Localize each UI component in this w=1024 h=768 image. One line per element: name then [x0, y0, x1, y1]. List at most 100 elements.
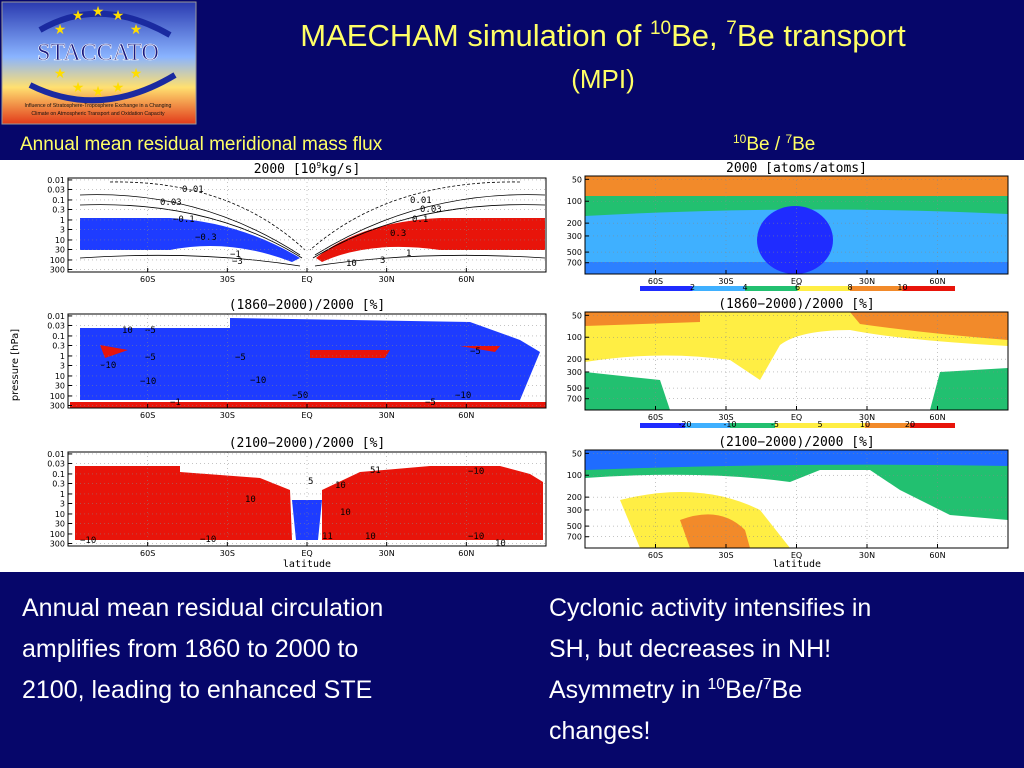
plot-frame	[584, 449, 1009, 549]
y-tick-label: 30	[55, 381, 65, 390]
logo-name: STACCATO	[37, 40, 159, 66]
svg-text:★: ★	[112, 7, 125, 23]
y-tick-label: 3	[60, 361, 65, 370]
contour-label: −1	[230, 250, 241, 260]
y-tick-label: 100	[50, 256, 65, 265]
logo: ★ ★ ★ ★ ★ ★ ★ ★ ★ ★ STACCATO Influence of Stra…	[1, 1, 197, 125]
y-tick-label: 0.01	[47, 450, 65, 459]
colorbar-label: 6	[795, 283, 800, 292]
contour-label: 0.01	[182, 185, 204, 195]
text-line: SH, but decreases in NH!	[549, 635, 831, 663]
x-tick-label: 30S	[718, 551, 733, 560]
x-axis-label: latitude	[773, 559, 821, 570]
y-tick-label: 500	[567, 384, 582, 393]
contour-label: −10	[468, 467, 484, 477]
text-line: Asymmetry in 10Be/7Be	[549, 676, 802, 704]
right-text: Cyclonic activity intensifies in SH, but…	[549, 594, 871, 745]
panel-title: (1860−2000)/2000 [%]	[229, 298, 386, 313]
y-tick-label: 700	[567, 533, 582, 542]
text-line: Annual mean residual circulation	[22, 594, 383, 622]
y-tick-label: 0.3	[52, 205, 65, 214]
svg-text:★: ★	[72, 7, 85, 23]
contour-label: −10	[200, 535, 216, 545]
y-tick-label: 0.01	[47, 312, 65, 321]
x-tick-label: EQ	[301, 275, 312, 284]
colorbar-label: 5	[817, 420, 822, 429]
y-tick-label: 300	[50, 402, 65, 411]
contour-label: −1	[170, 398, 181, 408]
y-tick-label: 0.03	[47, 185, 65, 194]
x-tick-label: 30N	[379, 549, 395, 558]
left-text: Annual mean residual circulation amplifi…	[22, 594, 383, 704]
x-tick-label: 60N	[458, 549, 474, 558]
text-part: Be/	[725, 676, 763, 704]
contour-label: 10	[365, 532, 376, 542]
x-tick-label: 60N	[458, 411, 474, 420]
x-tick-label: 30S	[718, 413, 733, 422]
colorbar-segment	[902, 286, 955, 291]
colorbar-segment	[745, 286, 798, 291]
contour-label: 10	[245, 495, 256, 505]
y-tick-label: 300	[567, 368, 582, 377]
x-tick-label: 30N	[379, 275, 395, 284]
title-part: kg/s]	[321, 162, 360, 177]
plot-frame	[67, 451, 547, 547]
field-negative	[80, 218, 300, 262]
contour-label: 1	[406, 249, 411, 259]
colorbar-label: 10	[897, 283, 907, 292]
left-heading: Annual mean residual meridional mass flu…	[20, 134, 383, 155]
contour-label: 10	[335, 481, 346, 491]
y-axis-label: pressure [hPa]	[10, 329, 21, 401]
y-tick-label: 100	[50, 392, 65, 401]
ratio-fields	[585, 176, 1008, 548]
subtitle: (MPI)	[571, 64, 635, 94]
title-part: 9	[316, 161, 321, 170]
contour-label: −5	[425, 398, 436, 408]
y-tick-label: 0.3	[52, 479, 65, 488]
contour-label: 11	[322, 532, 333, 542]
y-tick-label: 1	[60, 216, 65, 225]
text-part: 10	[707, 676, 725, 693]
contour-label: 10	[495, 539, 506, 549]
contour-label: −3	[232, 257, 243, 267]
field-positive	[75, 466, 543, 540]
y-tick-label: 700	[567, 259, 582, 268]
title-part: (2100−2000)/2000 [%]	[229, 436, 386, 451]
y-tick-label: 100	[50, 530, 65, 539]
colorbar-segment	[820, 423, 865, 428]
plot-frame	[67, 313, 547, 409]
y-tick-label: 3	[60, 225, 65, 234]
plot-frame	[584, 175, 1009, 275]
x-tick-label: 60N	[458, 275, 474, 284]
y-tick-label: 50	[572, 449, 582, 458]
logo-caption: Climate on Atmospheric Transport and Oxi…	[31, 111, 165, 117]
contour-label: 51	[370, 466, 381, 476]
x-tick-label: 30N	[379, 411, 395, 420]
svg-text:★: ★	[112, 79, 125, 95]
contour-label: 3	[380, 256, 385, 266]
x-tick-label: 60S	[648, 277, 663, 286]
field-negative	[80, 318, 540, 400]
contour-label: −5	[145, 326, 156, 336]
heading-part: Be /	[746, 134, 785, 155]
y-tick-label: 200	[567, 355, 582, 364]
y-tick-label: 10	[55, 236, 65, 245]
plot-frame	[584, 311, 1009, 411]
y-tick-label: 300	[567, 232, 582, 241]
y-tick-label: 500	[567, 522, 582, 531]
heading-part: Be	[792, 134, 815, 155]
colorbar-label: -5	[771, 420, 779, 429]
svg-text:★: ★	[72, 79, 85, 95]
colorbar-label: 10	[860, 420, 870, 429]
colorbar-segment	[640, 423, 685, 428]
svg-text:★: ★	[54, 21, 67, 37]
x-tick-label: EQ	[791, 413, 802, 422]
contour-label: −0.3	[195, 233, 217, 243]
contour-label: 10	[346, 259, 357, 269]
y-tick-label: 0.1	[52, 470, 65, 479]
panel-title: 2000 [atoms/atoms]	[726, 161, 867, 176]
text-line: changes!	[549, 717, 650, 745]
contour-label: 10	[340, 508, 351, 518]
contour-labels: −10 5 −10 10 51 10 10 10 −10 10 11 −10	[80, 466, 506, 549]
